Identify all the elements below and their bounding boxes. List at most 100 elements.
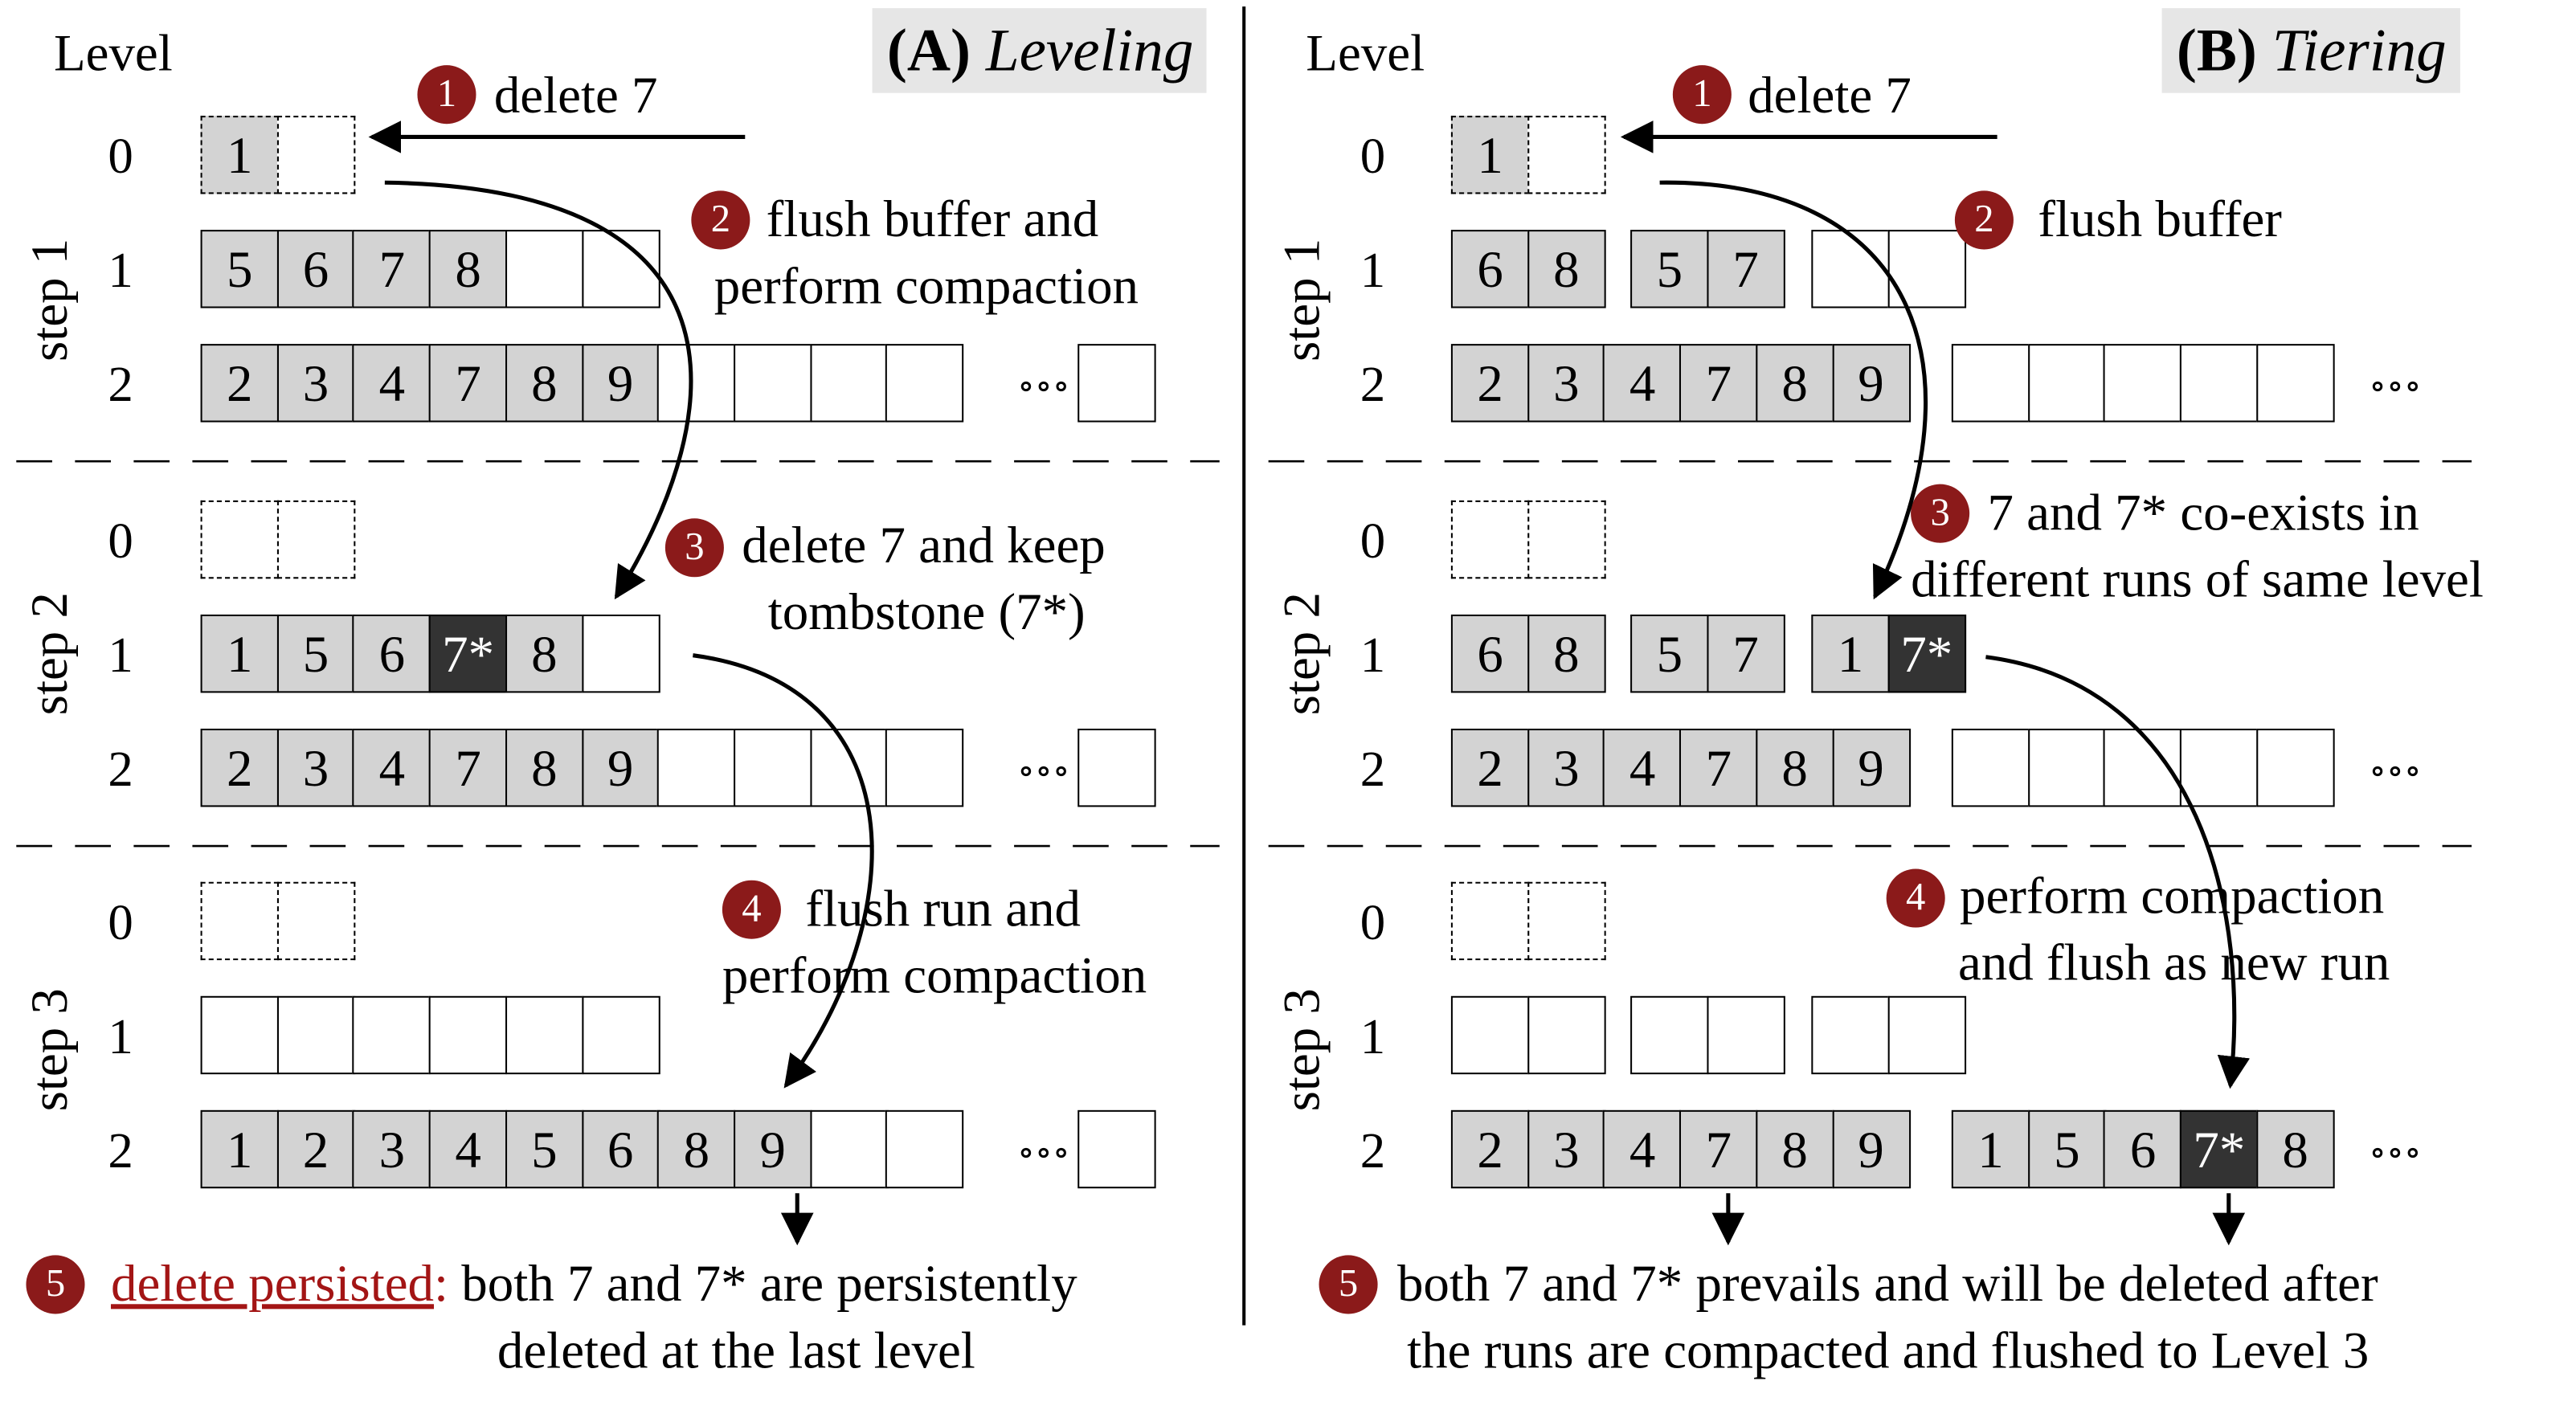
empty-cell [1077, 344, 1156, 423]
key-cell: 3 [1527, 729, 1606, 807]
step-badge: 1 [417, 65, 476, 125]
key-cell: 4 [428, 1109, 508, 1189]
key-cell: 9 [581, 729, 660, 807]
sorted-run: 1 7* [1811, 614, 1966, 693]
step-badge: 4 [1886, 868, 1945, 928]
key-cell: 5 [200, 230, 279, 308]
key-cell: 4 [353, 729, 431, 807]
key-cell: 6 [2104, 1109, 2182, 1189]
panel-title: (B) Tiering [2161, 8, 2459, 93]
tombstone-cell: 7* [428, 614, 508, 693]
key-cell: 9 [1831, 729, 1911, 807]
annotation-text: tombstone (7*) [767, 582, 1086, 641]
key-cell: 2 [1450, 1109, 1530, 1189]
key-cell: 6 [581, 1109, 660, 1189]
panel-title-text: Tiering [2271, 18, 2447, 85]
annotation-text: the runs are compacted and flushed to Le… [1407, 1320, 2370, 1379]
empty-cell [809, 729, 889, 807]
ellipsis: ∘∘∘ [1017, 750, 1070, 791]
arrow-flush-a [384, 180, 693, 600]
ellipsis: ∘∘∘ [2369, 1131, 2422, 1172]
annotation-text: delete 7 [493, 65, 658, 125]
key-cell: 7 [1679, 344, 1758, 423]
sorted-run: 5 7 [1630, 614, 1785, 693]
empty-cell [733, 344, 812, 423]
sorted-run: 2 3 4 7 8 9 [1450, 344, 1911, 423]
empty-cell [809, 344, 889, 423]
empty-cell [1527, 116, 1606, 194]
key-cell: 6 [276, 230, 355, 308]
annotation-text: both 7 and 7* prevails and will be delet… [1396, 1253, 2378, 1313]
level-number: 0 [108, 127, 133, 185]
key-cell: 8 [1527, 230, 1606, 308]
empty-cell [276, 881, 355, 961]
key-cell: 7 [1706, 614, 1785, 693]
step-badge: 3 [664, 518, 724, 578]
empty-cell [809, 1109, 889, 1189]
annotation-text: flush buffer and [766, 189, 1099, 248]
empty-cell [1630, 995, 1709, 1075]
key-cell: 8 [2255, 1109, 2335, 1189]
empty-cell [581, 995, 660, 1075]
buffer-run [200, 881, 355, 961]
annotation-line: both 7 and 7* are persistently [461, 1253, 1077, 1313]
sorted-run [200, 995, 660, 1075]
annotation-text: perform compaction [722, 945, 1147, 1004]
key-cell: 4 [1603, 1109, 1682, 1189]
empty-cell [657, 729, 736, 807]
key-cell: 8 [505, 729, 584, 807]
annotation-text: delete 7 [1748, 65, 1912, 125]
key-cell: 1 [1450, 116, 1530, 194]
level-number: 1 [108, 626, 133, 684]
key-cell: 8 [505, 614, 584, 693]
key-cell: 3 [1527, 344, 1606, 423]
empty-cell [1811, 230, 1890, 308]
sorted-run [1630, 995, 1785, 1075]
key-cell: 2 [200, 344, 279, 423]
key-cell: 6 [1450, 230, 1530, 308]
empty-cell [1887, 995, 1966, 1075]
sorted-run [1951, 344, 2335, 423]
level-number: 1 [108, 1007, 133, 1065]
sorted-run [1811, 230, 1966, 308]
step-badge: 1 [1672, 65, 1732, 125]
key-cell: 5 [1630, 230, 1709, 308]
buffer-run [1450, 500, 1606, 579]
empty-cell [1077, 1109, 1156, 1189]
annotation-text: perform compaction [1959, 865, 2385, 925]
step-badge: 5 [26, 1255, 85, 1314]
sorted-run: 1 2 3 4 5 6 8 9 [200, 1109, 964, 1189]
empty-cell [581, 230, 660, 308]
key-cell: 9 [733, 1109, 812, 1189]
key-cell: 8 [1755, 344, 1834, 423]
level-number: 2 [1360, 1122, 1386, 1179]
key-cell: 5 [1630, 614, 1709, 693]
empty-cell [1077, 729, 1156, 807]
empty-cell [505, 995, 584, 1075]
key-cell: 4 [1603, 729, 1682, 807]
level-number: 0 [1360, 127, 1386, 185]
annotation-text: 7 and 7* co-exists in [1987, 482, 2419, 541]
annotation-text: flush run and [805, 878, 1082, 938]
buffer-run: 1 [200, 116, 355, 194]
key-cell: 1 [200, 614, 279, 693]
level-number: 1 [1360, 1007, 1386, 1065]
step-badge: 2 [1954, 190, 2014, 250]
annotation-text: perform compaction [714, 255, 1139, 315]
level-number: 2 [108, 740, 133, 798]
sorted-run: 6 8 [1450, 230, 1606, 308]
key-cell: 7 [428, 729, 508, 807]
ellipsis: ∘∘∘ [2369, 365, 2422, 407]
key-cell: 3 [276, 729, 355, 807]
key-cell: 6 [353, 614, 431, 693]
level-number: 2 [1360, 355, 1386, 413]
key-cell: 8 [657, 1109, 736, 1189]
arrow-compaction-b [1985, 655, 2251, 1089]
empty-cell [1527, 500, 1606, 579]
step-badge: 4 [722, 880, 781, 939]
level-number: 1 [108, 241, 133, 299]
annotation-text: and flush as new run [1957, 932, 2390, 991]
tombstone-cell: 7* [2180, 1109, 2259, 1189]
